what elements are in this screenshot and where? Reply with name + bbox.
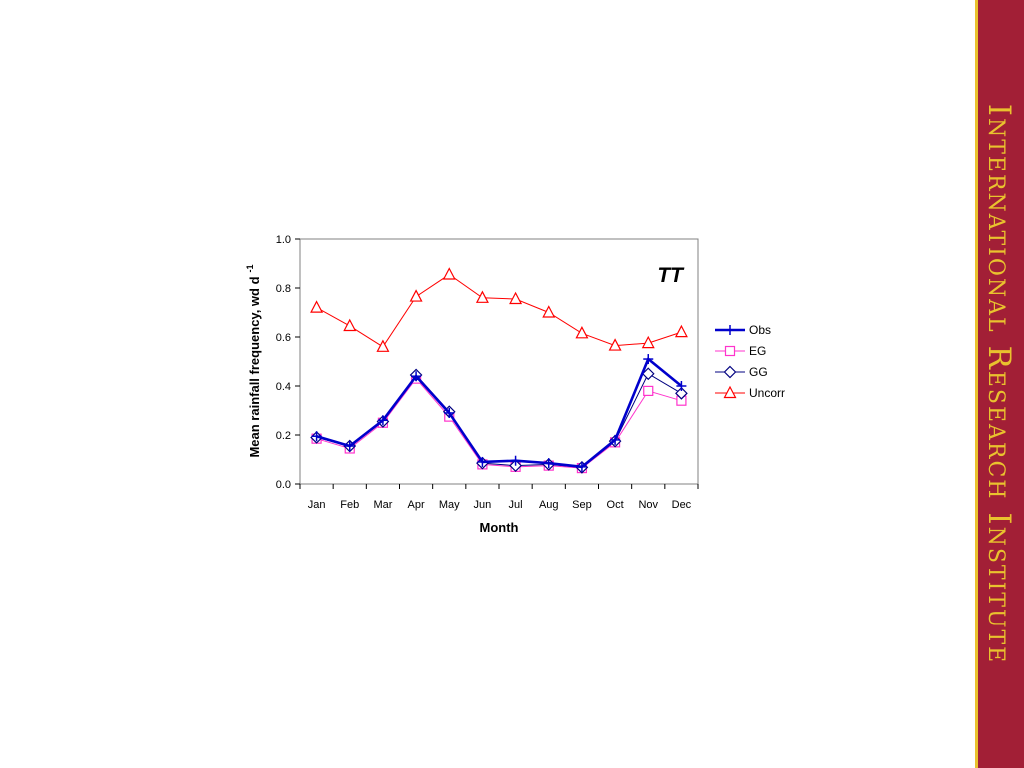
institute-name: International Research Institute <box>981 103 1017 665</box>
y-tick-label: 0.0 <box>276 479 291 491</box>
data-point-obs <box>543 458 554 469</box>
data-point-obs <box>676 381 687 391</box>
x-axis-title: Month <box>480 520 519 535</box>
x-tick-label: Mar <box>373 499 392 511</box>
x-tick-label: Feb <box>340 499 359 511</box>
legend-label-uncorr: Uncorr <box>749 386 785 400</box>
data-point-uncorr <box>641 335 655 349</box>
series-layer <box>310 267 688 474</box>
data-point-gg <box>641 367 655 381</box>
x-tick-label: Jan <box>308 499 326 511</box>
x-tick-label: Sep <box>572 499 592 511</box>
legend: Obs EG GG Uncorr <box>715 323 785 400</box>
y-axis: 0.0 0.2 0.4 0.6 0.8 1.0 <box>276 234 300 491</box>
y-axis-title-superscript: -1 <box>245 264 255 272</box>
data-point-uncorr <box>475 290 489 303</box>
x-tick-label: Nov <box>638 499 658 511</box>
data-point-uncorr <box>608 338 622 351</box>
series-uncorr <box>310 267 688 352</box>
data-point-obs <box>344 441 355 452</box>
x-tick-label: Oct <box>607 499 624 511</box>
data-point-obs <box>610 434 621 445</box>
series-obs <box>311 354 687 472</box>
data-point-eg <box>643 385 654 396</box>
legend-label-eg: EG <box>749 344 766 358</box>
data-point-obs <box>411 371 422 382</box>
data-point-uncorr <box>442 267 456 280</box>
y-tick-label: 1.0 <box>276 234 291 246</box>
data-point-uncorr <box>343 318 357 332</box>
legend-item-eg: EG <box>715 344 766 358</box>
legend-marker-uncorr <box>723 385 737 399</box>
legend-marker-gg <box>723 365 737 379</box>
data-point-obs <box>510 455 521 466</box>
data-point-obs <box>377 415 388 426</box>
y-tick-label: 0.6 <box>276 332 291 344</box>
data-point-obs <box>576 461 587 472</box>
data-point-uncorr <box>310 300 324 313</box>
series-line-obs <box>316 356 683 469</box>
rainfall-frequency-chart: 0.0 0.2 0.4 0.6 0.8 1.0 Jan Feb Mar Apr May Jun Jul… <box>245 234 785 535</box>
data-point-uncorr <box>674 324 688 338</box>
y-axis-title-main: Mean rainfall frequency, wd d <box>247 276 262 457</box>
legend-item-gg: GG <box>715 365 768 379</box>
y-axis-title-group: Mean rainfall frequency, wd d -1 <box>245 264 262 457</box>
data-point-uncorr <box>509 291 523 305</box>
x-tick-label: Dec <box>672 499 692 511</box>
data-point-obs <box>444 407 455 418</box>
legend-label-gg: GG <box>749 365 768 379</box>
data-point-uncorr <box>542 305 556 318</box>
data-point-obs <box>477 456 488 467</box>
legend-marker-obs <box>725 325 735 335</box>
x-tick-label: Apr <box>408 499 425 511</box>
annotation-label: TT <box>657 264 685 287</box>
side-band-stripe <box>975 0 978 768</box>
y-tick-label: 0.8 <box>276 283 291 295</box>
x-tick-label: May <box>439 499 460 511</box>
x-tick-label: Jul <box>509 499 523 511</box>
institute-side-band: International Research Institute <box>975 0 1024 768</box>
legend-item-uncorr: Uncorr <box>715 385 785 400</box>
x-tick-label: Jun <box>474 499 492 511</box>
y-axis-title: Mean rainfall frequency, wd d -1 <box>245 264 262 457</box>
data-point-obs <box>643 354 654 365</box>
legend-label-obs: Obs <box>749 323 771 337</box>
data-point-gg <box>675 387 688 400</box>
x-tick-label: Aug <box>539 499 559 511</box>
legend-marker-eg <box>724 345 736 357</box>
x-axis: Jan Feb Mar Apr May Jun Jul Aug Sep Oct Nov Dec <box>299 484 699 511</box>
series-line-eg <box>316 377 682 469</box>
plot-area <box>299 238 699 485</box>
y-tick-label: 0.2 <box>276 430 291 442</box>
y-tick-label: 0.4 <box>276 381 291 393</box>
data-point-uncorr <box>376 339 390 352</box>
data-point-uncorr <box>575 326 589 339</box>
series-line-uncorr <box>316 273 682 348</box>
data-point-uncorr <box>409 289 423 302</box>
data-point-obs <box>311 431 322 442</box>
legend-item-obs: Obs <box>715 323 771 337</box>
